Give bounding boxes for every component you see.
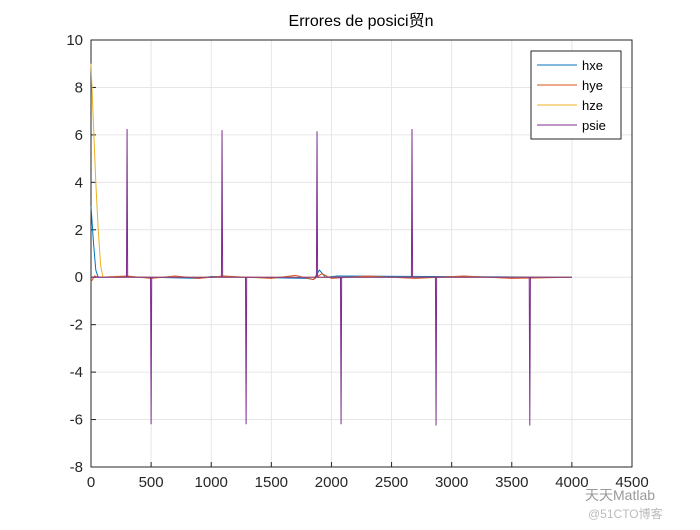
legend-label: hxe <box>582 58 603 73</box>
y-tick-label: -4 <box>70 364 83 381</box>
x-tick-label: 2000 <box>315 474 348 491</box>
x-tick-label: 500 <box>139 474 164 491</box>
x-tick-label: 1000 <box>195 474 228 491</box>
chart-title: Errores de posici贸n <box>289 12 434 30</box>
y-tick-label: 0 <box>75 269 83 286</box>
y-tick-label: 8 <box>75 79 83 96</box>
y-tick-label: 2 <box>75 222 83 239</box>
y-tick-label: 10 <box>66 32 83 49</box>
y-tick-label: -2 <box>70 317 83 334</box>
axes-box <box>90 39 633 468</box>
y-tick-label: 4 <box>75 174 83 191</box>
y-tick-label: -6 <box>70 412 83 429</box>
x-tick-label: 2500 <box>375 474 408 491</box>
x-tick-label: 4500 <box>615 474 648 491</box>
x-tick-label: 3500 <box>495 474 528 491</box>
y-tick-label: 6 <box>75 127 83 144</box>
watermark: 天天Matlab <box>585 487 655 503</box>
x-tick-label: 3000 <box>435 474 468 491</box>
legend-label: hze <box>582 98 603 113</box>
y-tick-label: -8 <box>70 459 83 476</box>
legend-label: hye <box>582 78 603 93</box>
legend-box <box>530 50 622 140</box>
series-line <box>91 128 572 426</box>
x-tick-label: 1500 <box>255 474 288 491</box>
legend-label: psie <box>582 118 606 133</box>
x-tick-label: 0 <box>87 474 95 491</box>
watermark: @51CTO博客 <box>588 506 663 521</box>
x-tick-label: 4000 <box>555 474 588 491</box>
